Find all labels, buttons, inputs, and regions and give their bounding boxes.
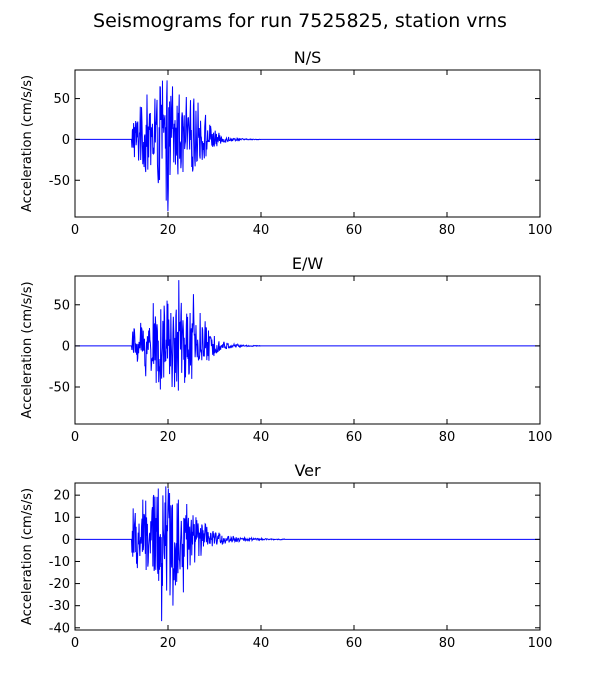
chart-title: Ver [294, 461, 321, 480]
x-tick-label: 0 [71, 223, 79, 238]
y-tick-label: -50 [49, 381, 70, 396]
x-tick-label: 40 [253, 430, 270, 445]
y-tick-label: 20 [53, 489, 70, 504]
y-tick-label: 10 [53, 511, 70, 526]
x-tick-label: 100 [528, 636, 553, 651]
plot-frame [74, 482, 541, 631]
x-tick-label: 100 [528, 430, 553, 445]
y-axis-label: Acceleration (cm/s/s) [20, 75, 35, 212]
y-tick-label: -10 [49, 555, 70, 570]
y-tick-label: -40 [49, 621, 70, 636]
series-line [75, 80, 540, 212]
y-tick-label: -50 [49, 174, 70, 189]
x-tick-label: 40 [253, 636, 270, 651]
chart-title: N/S [294, 48, 322, 67]
x-tick-label: 100 [528, 223, 553, 238]
chart-panel-2: E/W Acceleration (cm/s/s) 0 20 40 60 80 100 -50 0… [20, 254, 552, 445]
y-tick-label: 0 [62, 133, 70, 148]
y-tick-label: 50 [53, 92, 70, 107]
plot-frame [74, 275, 541, 425]
y-axis-label: Acceleration (cm/s/s) [20, 281, 35, 418]
y-axis-label: Acceleration (cm/s/s) [20, 488, 35, 625]
chart-title: E/W [292, 254, 324, 273]
y-tick-label: -20 [49, 577, 70, 592]
x-tick-label: 60 [346, 223, 363, 238]
x-tick-label: 20 [160, 636, 177, 651]
x-tick-label: 0 [71, 430, 79, 445]
plot-frame [74, 69, 541, 218]
x-tick-label: 80 [439, 223, 456, 238]
x-tick-label: 60 [346, 636, 363, 651]
y-tick-label: 0 [62, 339, 70, 354]
y-tick-label: -30 [49, 599, 70, 614]
x-tick-label: 0 [71, 636, 79, 651]
x-tick-label: 80 [439, 430, 456, 445]
x-tick-label: 60 [346, 430, 363, 445]
chart-panel-1: N/S Acceleration (cm/s/s) 0 20 40 60 80 100 -50 0… [20, 48, 552, 238]
x-tick-label: 20 [160, 430, 177, 445]
x-tick-label: 80 [439, 636, 456, 651]
y-tick-label: 0 [62, 533, 70, 548]
series-line [75, 280, 540, 391]
x-tick-label: 40 [253, 223, 270, 238]
series-line [75, 486, 540, 622]
x-tick-label: 20 [160, 223, 177, 238]
figure-title: Seismograms for run 7525825, station vrn… [93, 10, 507, 32]
y-tick-label: 50 [53, 298, 70, 313]
